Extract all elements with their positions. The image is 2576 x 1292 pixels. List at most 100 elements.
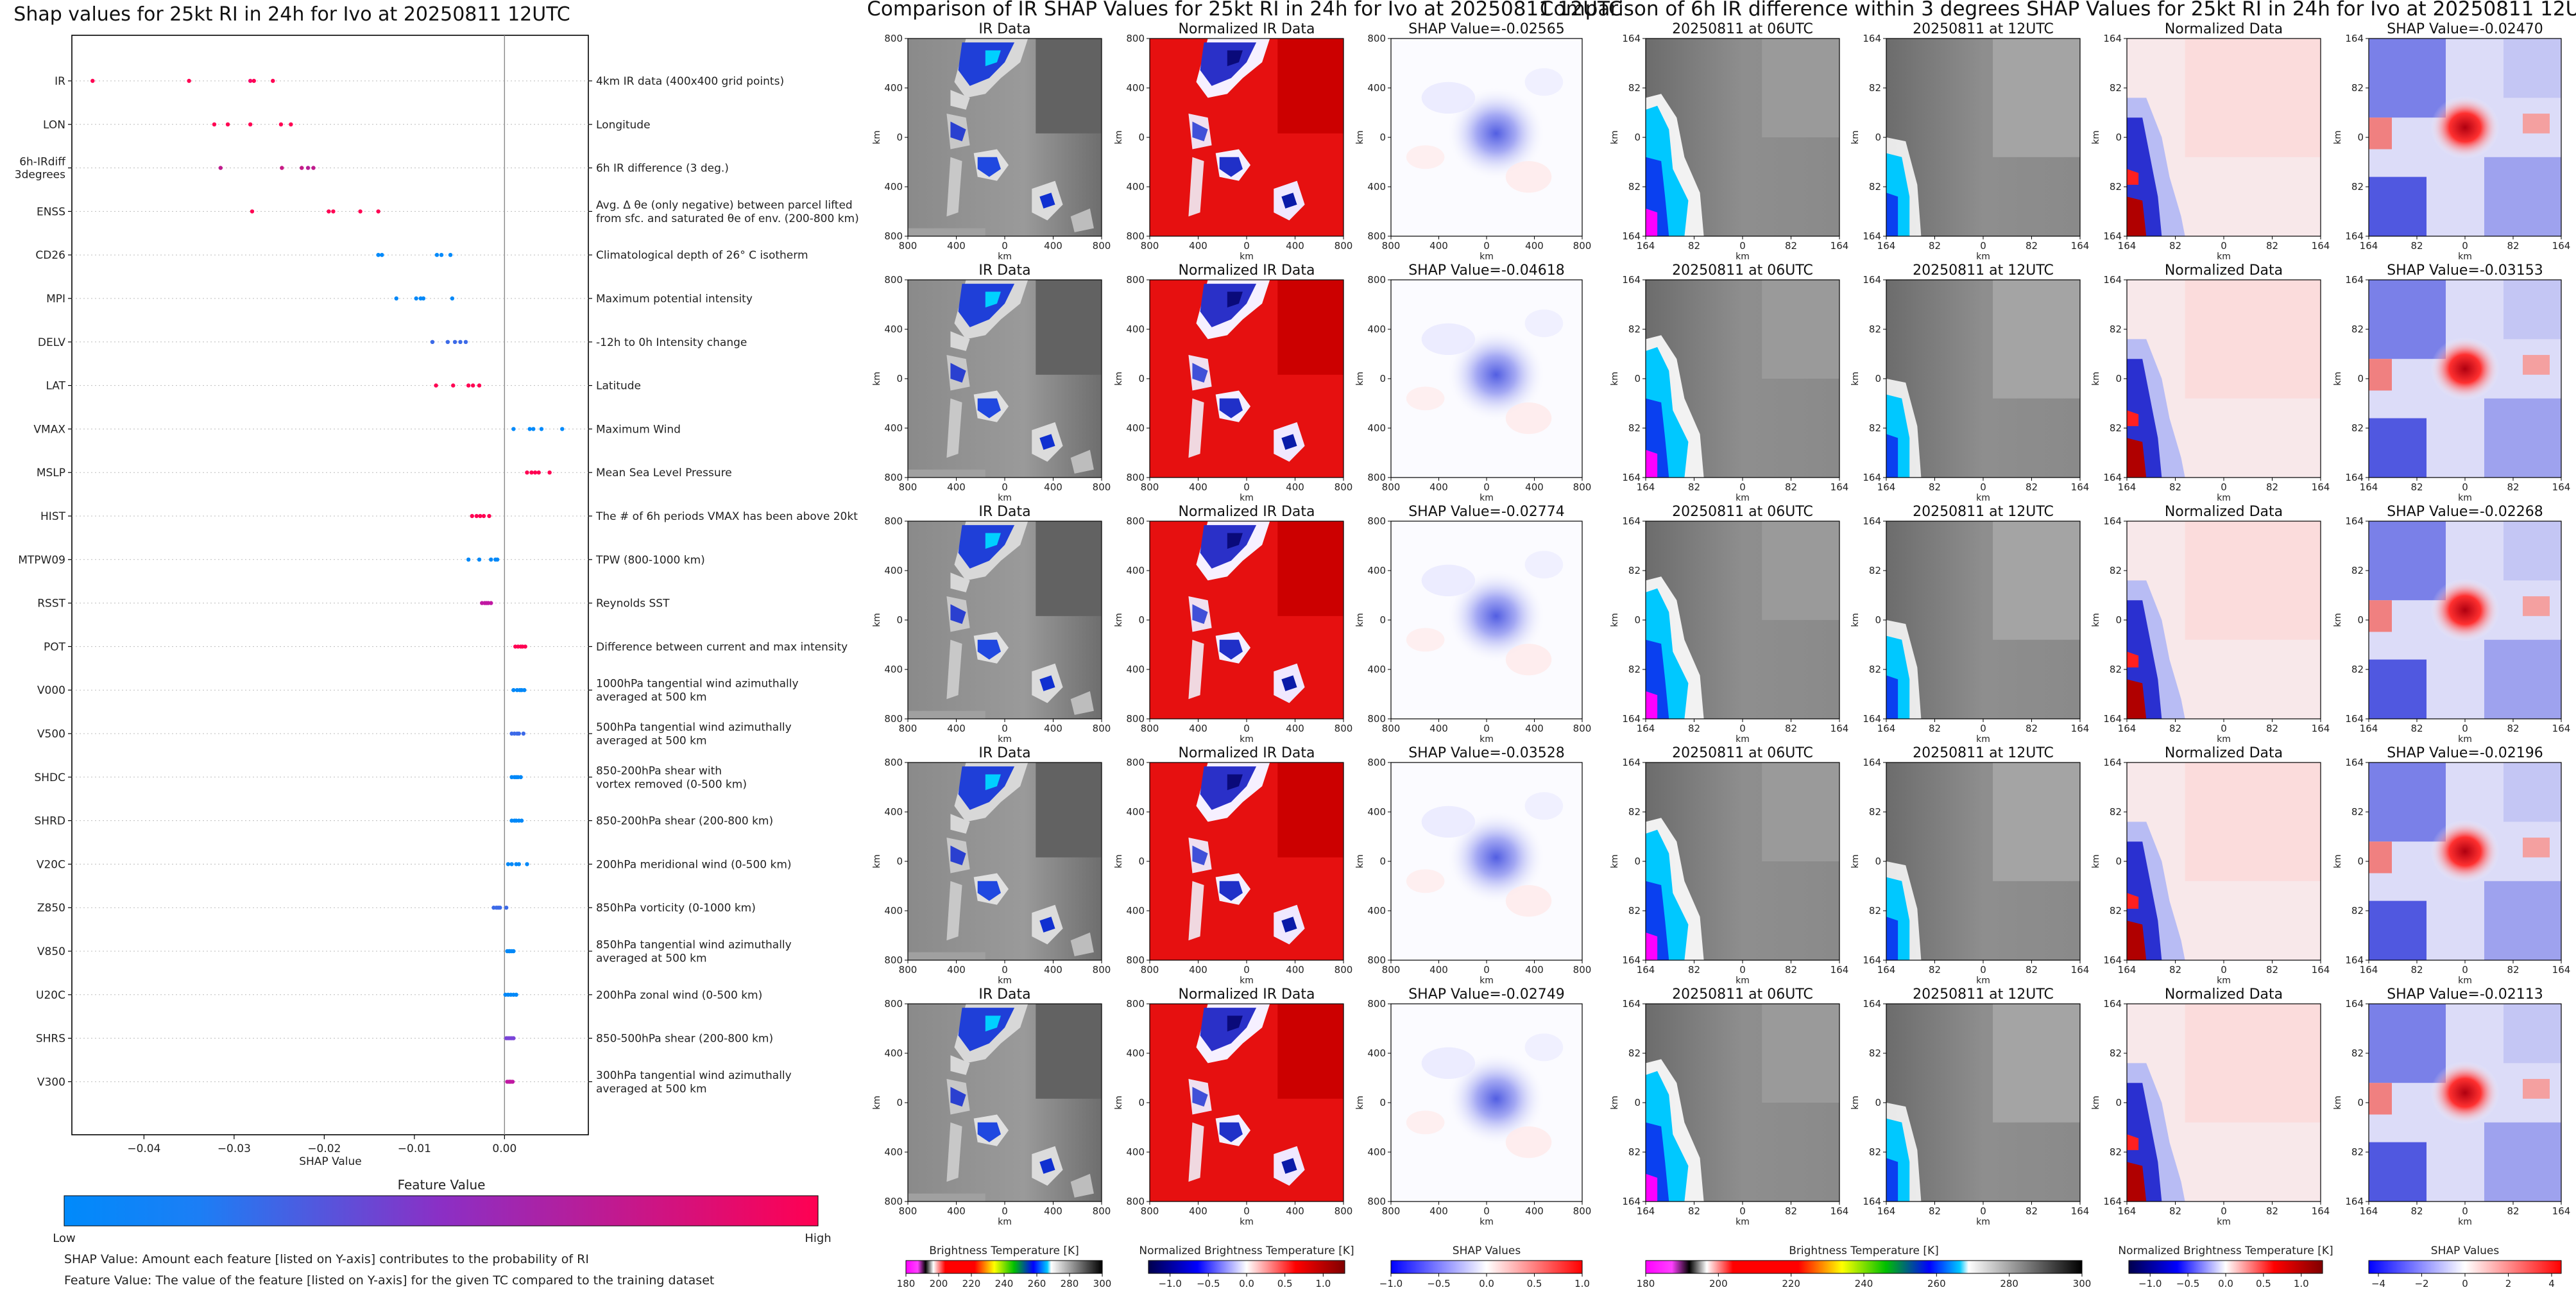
xtick-label: 82 [2026, 481, 2038, 493]
ytick-label: 164 [2345, 230, 2364, 242]
panel-title: SHAP Value=-0.04618 [1408, 263, 1565, 279]
ytick-label: 164 [1863, 515, 1881, 527]
xtick-label: 164 [2312, 481, 2330, 493]
xtick-label: 164 [2118, 481, 2137, 493]
xtick-label: 0 [1980, 723, 1986, 734]
xtick-label: −0.03 [218, 1142, 251, 1155]
ytick-label: 0 [1138, 856, 1145, 867]
ir-panels: IR Data80080040040000400400800800kmkmNor… [872, 21, 1591, 1227]
ytick-label: 800 [884, 515, 903, 527]
colorbar-tick-label: 4 [2548, 1278, 2555, 1289]
xtick-label: 0 [2462, 240, 2468, 252]
xtick-label: 800 [899, 240, 917, 252]
xtick-label: 0 [1002, 964, 1008, 976]
shap-point [218, 166, 223, 170]
ytick-label: 800 [1367, 274, 1386, 286]
ytick-label: 164 [2345, 954, 2364, 966]
ytick-label: 800 [884, 230, 903, 242]
colorbar-tick-label: 1.0 [2294, 1278, 2309, 1289]
ytick-label: 800 [1367, 954, 1386, 966]
shap-point [533, 470, 538, 475]
x-unit-label: km [1736, 734, 1750, 745]
ytick-label: 82 [2110, 181, 2122, 193]
x-unit-label: km [1240, 1217, 1254, 1227]
colorbar-tick-label: 0.5 [2256, 1278, 2271, 1289]
shap-point [250, 209, 255, 214]
feature-description: Mean Sea Level Pressure [596, 467, 732, 479]
y-unit-label: km [1355, 1096, 1365, 1110]
ytick-label: 0 [1875, 132, 1881, 143]
panel-title: Normalized Data [2165, 21, 2283, 37]
feature-name: DELV [38, 336, 65, 349]
ytick-label: 82 [2351, 323, 2364, 335]
panel-title: IR Data [978, 263, 1030, 279]
shap-point [511, 1036, 516, 1040]
colorbar-tick-label: −1.0 [1158, 1278, 1181, 1289]
xtick-label: 82 [2026, 1205, 2038, 1217]
image-panel: 20250811 at 12UTC1641648282008282164164k… [1850, 745, 2089, 986]
panel-image [1646, 521, 1839, 719]
xtick-label: 0 [1980, 481, 1986, 493]
xtick-label: 400 [1044, 481, 1062, 493]
ytick-label: 164 [2103, 998, 2122, 1010]
xtick-label: 0 [1002, 723, 1008, 734]
ytick-label: 0 [2115, 132, 2122, 143]
feature-name: V000 [37, 684, 65, 697]
colorbar: Brightness Temperature [K] 180 200 220 240 26… [1637, 1245, 2092, 1289]
shap-point [474, 513, 479, 519]
shap-point [470, 513, 474, 519]
ytick-label: 400 [1126, 323, 1145, 335]
panel-image [1150, 1004, 1343, 1202]
colorbar-tick-label: −0.5 [2176, 1278, 2199, 1289]
ytick-label: 164 [2345, 1196, 2364, 1207]
xtick-label: 82 [2169, 240, 2181, 252]
panel-title: Normalized IR Data [1178, 986, 1315, 1003]
panel-image [1391, 1004, 1582, 1202]
xtick-label: 0 [1980, 964, 1986, 976]
ytick-label: 82 [1628, 664, 1641, 675]
panel-title: SHAP Value=-0.02113 [2387, 986, 2543, 1003]
shap-title: Shap values for 25kt RI in 24h for Ivo a… [13, 3, 570, 26]
ytick-label: 164 [1622, 713, 1641, 725]
colorbar-tick-label: 0.0 [2218, 1278, 2233, 1289]
x-unit-label: km [1736, 252, 1750, 262]
panel-title: Normalized Data [2165, 504, 2283, 520]
panel-image [1391, 521, 1582, 719]
x-unit-label: km [998, 734, 1012, 745]
colorbar-tick-label: −1.0 [1379, 1278, 1403, 1289]
feature-name: LAT [46, 380, 65, 393]
feature-description: 4km IR data (400x400 grid points) [596, 75, 784, 88]
y-unit-label: km [2091, 1096, 2101, 1110]
ytick-label: 400 [884, 323, 903, 335]
shap-point [434, 253, 439, 257]
ytick-label: 800 [1126, 713, 1145, 725]
feature-name: MSLP [37, 467, 65, 479]
ytick-label: 800 [884, 757, 903, 768]
xtick-label: 82 [2266, 240, 2278, 252]
ytick-label: 82 [1628, 181, 1641, 193]
image-panel: SHAP Value=-0.02113164164828200828216416… [2333, 986, 2570, 1227]
ytick-label: 0 [896, 132, 903, 143]
panel-image [2127, 521, 2321, 719]
x-unit-label: km [1736, 976, 1750, 986]
y-unit-label: km [2091, 372, 2101, 386]
ytick-label: 164 [2345, 33, 2364, 44]
ytick-label: 82 [1869, 422, 1881, 434]
x-unit-label: km [998, 976, 1012, 986]
xtick-label: 800 [1573, 1205, 1592, 1217]
feature-description: averaged at 500 km [596, 1083, 707, 1096]
ytick-label: 800 [1126, 998, 1145, 1010]
ytick-label: 82 [2110, 1146, 2122, 1158]
panel-title: SHAP Value=-0.02268 [2387, 504, 2543, 520]
feature-description: 6h IR difference (3 deg.) [596, 162, 729, 175]
ytick-label: 164 [2103, 713, 2122, 725]
xtick-label: 82 [1785, 723, 1797, 734]
feature-name: V850 [37, 945, 65, 958]
xtick-label: 82 [1785, 240, 1797, 252]
xtick-label: 800 [1573, 240, 1592, 252]
ytick-label: 164 [2103, 472, 2122, 483]
feature-description: averaged at 500 km [596, 691, 707, 704]
ytick-label: 0 [1875, 373, 1881, 384]
shap-point [280, 166, 284, 170]
panel-image [2369, 521, 2561, 719]
